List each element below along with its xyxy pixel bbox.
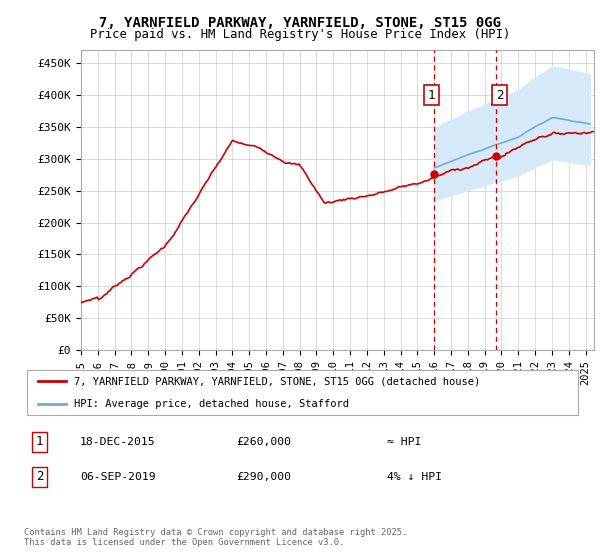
Text: 2: 2 — [36, 470, 43, 483]
Text: 06-SEP-2019: 06-SEP-2019 — [80, 472, 155, 482]
Text: 7, YARNFIELD PARKWAY, YARNFIELD, STONE, ST15 0GG: 7, YARNFIELD PARKWAY, YARNFIELD, STONE, … — [99, 16, 501, 30]
Text: Contains HM Land Registry data © Crown copyright and database right 2025.
This d: Contains HM Land Registry data © Crown c… — [24, 528, 407, 547]
Text: 1: 1 — [36, 435, 43, 449]
Text: HPI: Average price, detached house, Stafford: HPI: Average price, detached house, Staf… — [74, 399, 349, 409]
Text: 4% ↓ HPI: 4% ↓ HPI — [387, 472, 442, 482]
Text: 18-DEC-2015: 18-DEC-2015 — [80, 437, 155, 447]
Text: £290,000: £290,000 — [236, 472, 291, 482]
Text: Price paid vs. HM Land Registry's House Price Index (HPI): Price paid vs. HM Land Registry's House … — [90, 28, 510, 41]
Text: ≈ HPI: ≈ HPI — [387, 437, 421, 447]
Text: £260,000: £260,000 — [236, 437, 291, 447]
FancyBboxPatch shape — [27, 370, 578, 415]
Text: 2: 2 — [496, 88, 503, 101]
Text: 7, YARNFIELD PARKWAY, YARNFIELD, STONE, ST15 0GG (detached house): 7, YARNFIELD PARKWAY, YARNFIELD, STONE, … — [74, 376, 481, 386]
Text: 1: 1 — [427, 88, 435, 101]
